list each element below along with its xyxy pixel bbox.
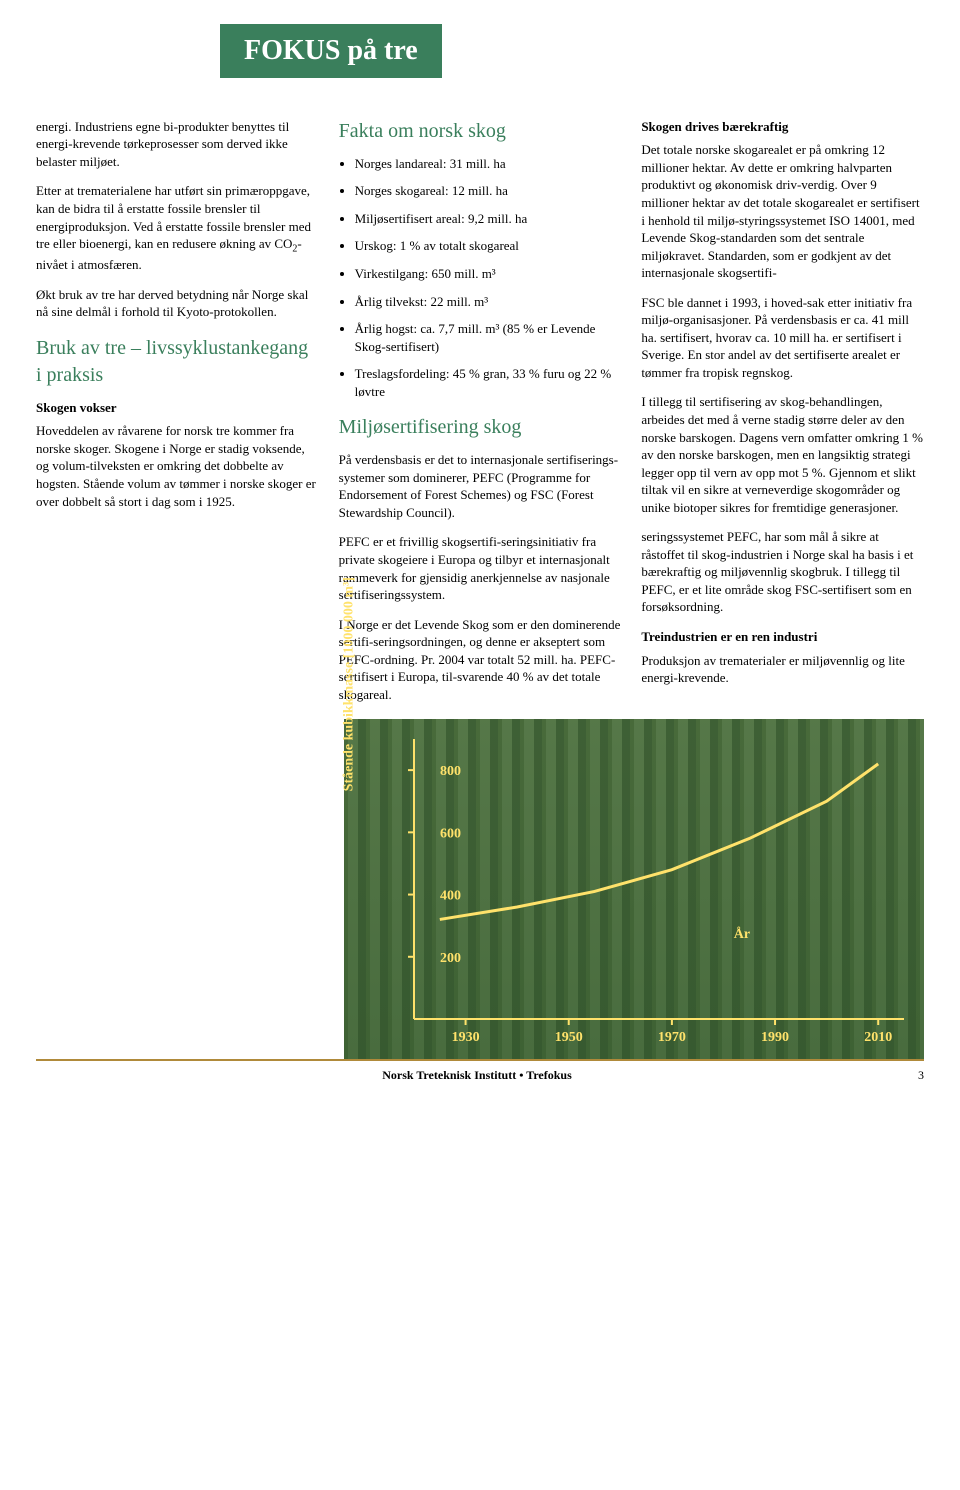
fact-item: Virkestilgang: 650 mill. m³ — [355, 265, 622, 283]
fact-item: Årlig tilvekst: 22 mill. m³ — [355, 293, 622, 311]
para: Produksjon av trematerialer er miljøvenn… — [641, 652, 924, 687]
svg-text:200: 200 — [440, 951, 461, 966]
facts-list: Norges landareal: 31 mill. ha Norges sko… — [339, 155, 622, 400]
chart-overlay: 200 400 600 800 1930 1950 1970 1990 2010 År — [344, 719, 924, 1059]
svg-text:1950: 1950 — [555, 1030, 583, 1045]
svg-text:600: 600 — [440, 827, 461, 842]
svg-text:1970: 1970 — [658, 1030, 686, 1045]
subheading: Skogen vokser — [36, 399, 319, 417]
para: Etter at trematerialene har utført sin p… — [36, 182, 319, 273]
section-heading: Bruk av tre – livssyklustankegang i prak… — [36, 335, 319, 389]
para: Økt bruk av tre har derved betydning når… — [36, 286, 319, 321]
fact-item: Norges landareal: 31 mill. ha — [355, 155, 622, 173]
para: Hoveddelen av råvarene for norsk tre kom… — [36, 422, 319, 510]
svg-text:1990: 1990 — [761, 1030, 789, 1045]
fact-item: Treslagsfordeling: 45 % gran, 33 % furu … — [355, 365, 622, 400]
para: FSC ble dannet i 1993, i hoved-sak etter… — [641, 294, 924, 382]
para: Det totale norske skogarealet er på omkr… — [641, 141, 924, 281]
footer-center: Norsk Treteknisk Institutt • Trefokus — [382, 1067, 572, 1083]
para: På verdensbasis er det to internasjonale… — [339, 451, 622, 521]
svg-text:År: År — [734, 926, 750, 942]
para: PEFC er et frivillig skogsertifi-serings… — [339, 533, 622, 603]
svg-text:1930: 1930 — [452, 1030, 480, 1045]
facts-heading: Fakta om norsk skog — [339, 118, 622, 145]
svg-text:400: 400 — [440, 889, 461, 904]
para: seringssystemet PEFC, har som mål å sikr… — [641, 528, 924, 616]
fact-item: Miljøsertifisert areal: 9,2 mill. ha — [355, 210, 622, 228]
subheading: Skogen drives bærekraftig — [641, 118, 924, 136]
page-footer: Norsk Treteknisk Institutt • Trefokus 3 — [0, 1067, 960, 1103]
svg-text:800: 800 — [440, 764, 461, 779]
svg-text:2010: 2010 — [864, 1030, 892, 1045]
para: I Norge er det Levende Skog som er den d… — [339, 616, 622, 704]
fact-item: Norges skogareal: 12 mill. ha — [355, 182, 622, 200]
chart-y-label: Stående kubikkmasse [1000 000 m³] — [341, 577, 360, 791]
footer-rule — [36, 1059, 924, 1061]
para: I tillegg til sertifisering av skog-beha… — [641, 393, 924, 516]
fact-item: Årlig hogst: ca. 7,7 mill. m³ (85 % er L… — [355, 320, 622, 355]
section-heading: Miljøsertifisering skog — [339, 414, 622, 441]
body-columns: energi. Industriens egne bi-produkter be… — [0, 118, 960, 704]
page-title: FOKUS på tre — [220, 24, 442, 78]
para: energi. Industriens egne bi-produkter be… — [36, 118, 319, 171]
page-number: 3 — [918, 1067, 924, 1083]
volume-chart: 20040060080019301950197019902010År Ståen… — [344, 719, 924, 1059]
subheading: Treindustrien er en ren industri — [641, 628, 924, 646]
fact-item: Urskog: 1 % av totalt skogareal — [355, 237, 622, 255]
text: Etter at trematerialene har utført sin p… — [36, 183, 311, 251]
